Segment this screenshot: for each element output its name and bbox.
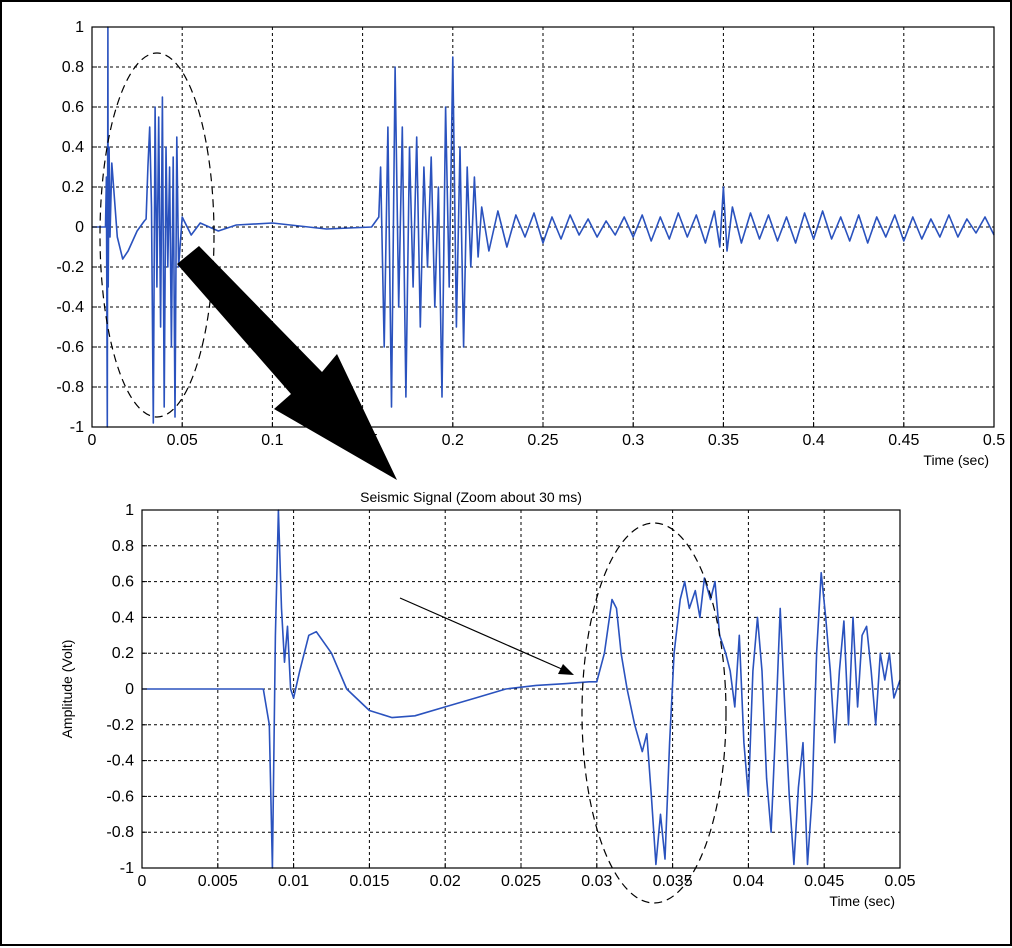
- y-tick-label: -1: [70, 419, 84, 436]
- y-tick-label: -0.4: [106, 753, 134, 770]
- series-line-0: [142, 509, 901, 869]
- chart-zoom-signal: 0 0.005 0.01 0.015 0.02 0.025 0.03 0.035 0.04 0.0…: [59, 489, 916, 909]
- y-tick-label: 0: [75, 219, 84, 236]
- y-tick-label: -0.6: [56, 339, 84, 356]
- x-tick-label: 0.035: [653, 873, 693, 890]
- y-tick-label: 0.4: [62, 139, 84, 156]
- x-tick-label: 0.5: [983, 432, 1005, 449]
- x-axis-label: Time (sec): [829, 893, 895, 909]
- y-tick-label: 1: [125, 502, 134, 519]
- series-line-0: [92, 26, 995, 428]
- x-tick-label: 0.25: [527, 432, 558, 449]
- x-tick-label: 0.05: [884, 873, 915, 890]
- y-tick-label: 0.2: [62, 179, 84, 196]
- x-tick-label: 0.045: [804, 873, 844, 890]
- x-tick-label: 0.35: [708, 432, 739, 449]
- x-tick-label: 0.05: [167, 432, 198, 449]
- chart-full-signal: 0 0.05 0.1 0.15 0.2 0.25 0.3 0.35 0.4 0.45 0.5 -1 -0…: [56, 19, 1005, 468]
- x-tick-label: 0.04: [733, 873, 764, 890]
- x-tick-label: 0.025: [501, 873, 541, 890]
- y-tick-label: 0.8: [112, 538, 134, 555]
- y-tick-label: -0.6: [106, 788, 134, 805]
- y-tick-label: 0.4: [112, 609, 134, 626]
- x-tick-label: 0.4: [802, 432, 824, 449]
- x-tick-label: 0.3: [622, 432, 644, 449]
- onset-arrow-head: [558, 664, 574, 675]
- y-tick-label: 0.2: [112, 645, 134, 662]
- highlight-ellipse-zoom: [581, 522, 727, 904]
- x-axis-label: Time (sec): [923, 452, 989, 468]
- y-tick-label: -1: [120, 860, 134, 877]
- y-tick-label: -0.4: [56, 299, 84, 316]
- x-tick-label: 0.01: [278, 873, 309, 890]
- x-tick-label: 0: [88, 432, 97, 449]
- x-tick-label: 0: [138, 873, 147, 890]
- y-tick-label: -0.2: [106, 717, 134, 734]
- x-tick-label: 0.15: [347, 432, 378, 449]
- y-tick-label: -0.8: [56, 379, 84, 396]
- x-tick-label: 0.2: [442, 432, 464, 449]
- y-tick-label: -0.2: [56, 259, 84, 276]
- x-tick-label: 0.03: [581, 873, 612, 890]
- x-tick-label: 0.005: [198, 873, 238, 890]
- y-tick-label: 1: [75, 19, 84, 36]
- y-tick-label: 0: [125, 681, 134, 698]
- y-tick-label: 0.8: [62, 59, 84, 76]
- y-tick-label: -0.8: [106, 824, 134, 841]
- y-tick-label: 0.6: [62, 99, 84, 116]
- x-tick-label: 0.015: [349, 873, 389, 890]
- chart-title: Seismic Signal (Zoom about 30 ms): [360, 489, 582, 505]
- y-axis-label: Amplitude (Volt): [59, 640, 75, 739]
- x-tick-label: 0.45: [888, 432, 919, 449]
- y-tick-label: 0.6: [112, 574, 134, 591]
- x-tick-label: 0.02: [430, 873, 461, 890]
- x-tick-label: 0.1: [261, 432, 283, 449]
- highlight-ellipse: [99, 52, 215, 418]
- onset-arrow-line: [399, 597, 565, 671]
